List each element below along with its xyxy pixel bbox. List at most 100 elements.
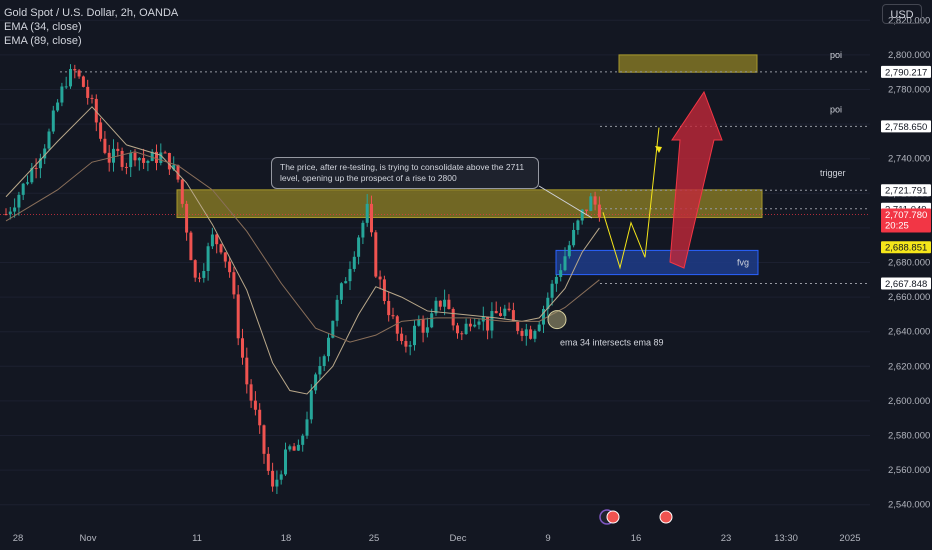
- level-label-poi: poi: [830, 104, 842, 114]
- current-price-tag-bg: [881, 208, 931, 233]
- ema-cross-marker[interactable]: [547, 310, 567, 330]
- resistance-zone[interactable]: [176, 189, 763, 219]
- candle-body: [30, 168, 34, 183]
- candle-body: [73, 69, 77, 71]
- candle-body: [146, 160, 150, 163]
- candle-body: [155, 151, 158, 163]
- candle-body: [537, 324, 541, 331]
- candle-body: [494, 311, 498, 314]
- candle-body: [279, 474, 283, 480]
- ema-89-line: [5, 151, 600, 343]
- candle-body: [51, 110, 55, 132]
- candle-body: [13, 207, 17, 212]
- bullish-arrow[interactable]: [669, 90, 723, 269]
- projection-path[interactable]: [602, 127, 660, 270]
- price-tick-label: 2,680.000: [888, 258, 930, 269]
- ema-34-legend[interactable]: EMA (34, close): [4, 21, 82, 33]
- target-zone[interactable]: [618, 54, 758, 73]
- price-tick-label: 2,560.000: [888, 465, 930, 476]
- time-tick-label: 23: [721, 533, 732, 544]
- price-tick-label: 2,740.000: [888, 154, 930, 165]
- level-tag-bg: [881, 184, 931, 197]
- candle-body: [133, 152, 137, 161]
- candle-body: [507, 308, 511, 311]
- highlight-price-tag-bg: [881, 241, 931, 254]
- time-tick-label: 9: [545, 533, 550, 544]
- candle-body: [314, 374, 318, 391]
- candle-body: [21, 183, 25, 195]
- candle-body: [81, 76, 85, 87]
- candle-body: [185, 203, 189, 233]
- price-tick-label: 2,660.000: [888, 292, 930, 303]
- candle-body: [258, 409, 262, 426]
- candle-body: [589, 196, 593, 211]
- candle-body: [395, 316, 399, 334]
- fvg-zone[interactable]: [555, 249, 759, 276]
- candle-body: [404, 341, 408, 347]
- candle-body: [327, 337, 330, 357]
- countdown-timer: 20:25: [885, 220, 909, 231]
- candle-body: [322, 356, 326, 367]
- candle-body: [262, 425, 266, 454]
- candle-body: [473, 324, 477, 327]
- price-tick-label: 2,780.000: [888, 85, 930, 96]
- candle-body: [357, 237, 361, 257]
- candle-body: [339, 283, 343, 300]
- price-tags: 2,790.2172,758.6502,721.7912,711.0492,66…: [881, 65, 931, 290]
- us-flag-icon[interactable]: [606, 510, 620, 524]
- candle-body: [542, 308, 545, 325]
- time-tick-label: Dec: [450, 533, 467, 544]
- candle-body: [137, 157, 141, 161]
- currency-button[interactable]: USD: [882, 4, 922, 24]
- symbol-title[interactable]: Gold Spot / U.S. Dollar, 2h, OANDA: [4, 7, 179, 19]
- candle-body: [567, 245, 571, 257]
- price-tick-label: 2,540.000: [888, 500, 930, 511]
- candle-body: [189, 232, 193, 261]
- candle-body: [318, 366, 322, 375]
- us-flag-icon[interactable]: [659, 510, 673, 524]
- candle-body: [56, 102, 60, 111]
- price-axis[interactable]: 2,540.000 2,560.000 2,580.000 2,600.000 2,62…: [880, 0, 932, 550]
- ema-layer: [5, 106, 600, 395]
- candle-body: [460, 333, 464, 335]
- candle-body: [60, 86, 64, 103]
- candle-body: [554, 276, 558, 284]
- candle-body: [271, 470, 275, 487]
- candle-body: [378, 276, 382, 280]
- candle-body: [305, 419, 309, 436]
- candle-body: [206, 246, 210, 272]
- candle-body: [430, 313, 434, 328]
- candle-body: [593, 196, 597, 205]
- candle-body: [236, 294, 240, 339]
- candle-body: [597, 204, 601, 218]
- candle-body: [408, 345, 412, 347]
- level-tag-bg: [881, 277, 931, 290]
- ema-89-legend[interactable]: EMA (89, close): [4, 35, 82, 47]
- candle-body: [516, 321, 520, 331]
- candle-body: [34, 168, 38, 170]
- candle-body: [193, 260, 197, 278]
- candle-body: [468, 323, 472, 327]
- time-tick-label: 13:30: [774, 533, 798, 544]
- candle-body: [344, 281, 348, 284]
- candle-body: [288, 446, 292, 450]
- candle-body: [223, 252, 227, 262]
- ema-34-line: [5, 106, 600, 395]
- candle-body: [374, 232, 378, 277]
- analysis-note[interactable]: The price, after re-testing, is trying t…: [271, 157, 539, 189]
- candle-body: [563, 256, 567, 271]
- candle-body: [43, 148, 47, 159]
- candle-body: [202, 271, 206, 278]
- candle-body: [486, 316, 490, 331]
- price-tick-label: 2,820.000: [888, 15, 930, 26]
- candle-body: [26, 182, 29, 184]
- time-axis[interactable]: 28 Nov 11 18 25 Dec 9 16 23 13:30 2025: [13, 509, 861, 544]
- candle-body: [456, 325, 459, 334]
- fvg-label: fvg: [737, 258, 749, 268]
- candle-body: [129, 152, 133, 168]
- candle-body: [421, 319, 425, 333]
- candle-body: [464, 323, 468, 334]
